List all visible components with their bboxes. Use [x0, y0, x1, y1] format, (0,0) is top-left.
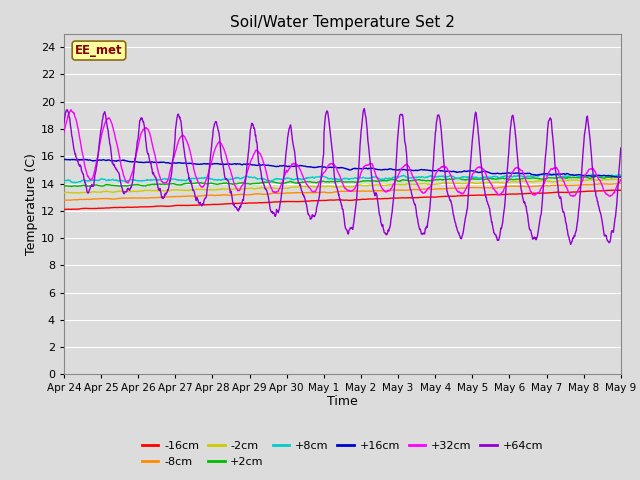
Title: Soil/Water Temperature Set 2: Soil/Water Temperature Set 2 [230, 15, 455, 30]
X-axis label: Time: Time [327, 395, 358, 408]
Legend: -16cm, -8cm, -2cm, +2cm, +8cm, +16cm, +32cm, +64cm: -16cm, -8cm, -2cm, +2cm, +8cm, +16cm, +3… [142, 441, 543, 467]
Y-axis label: Temperature (C): Temperature (C) [25, 153, 38, 255]
Text: EE_met: EE_met [75, 44, 123, 57]
